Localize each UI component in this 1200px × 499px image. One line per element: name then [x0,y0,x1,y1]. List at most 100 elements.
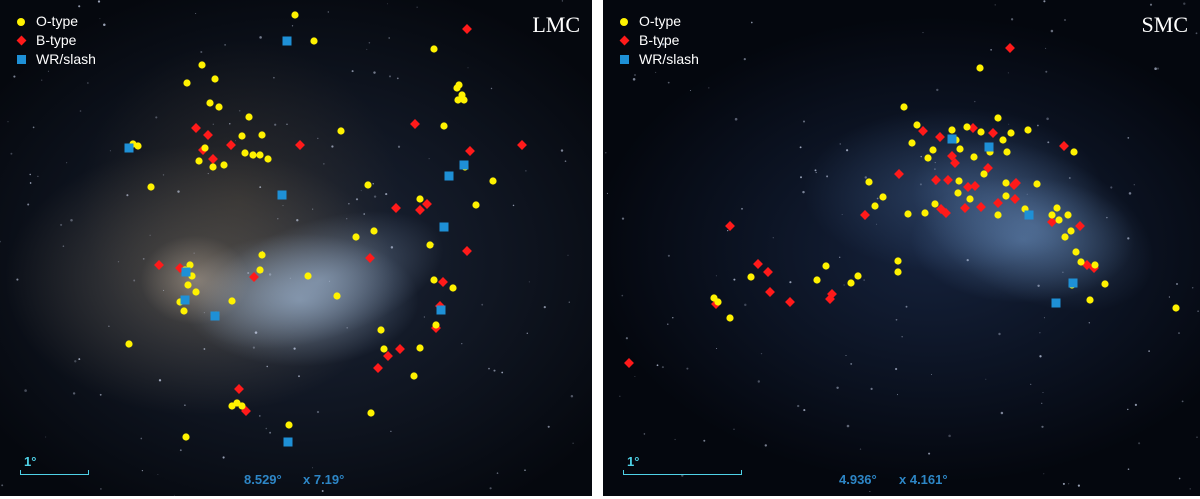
background-star [133,279,136,282]
background-star [100,488,102,490]
smc-scale-label: 1° [627,454,640,469]
background-star [1195,32,1198,35]
background-star [142,257,145,260]
background-star [323,163,325,165]
wr-star-marker [436,305,446,315]
background-star [1168,296,1171,298]
o-type-star-marker [147,183,155,191]
background-star [1000,411,1004,415]
background-star [41,79,43,81]
o-type-star-marker [1007,129,1015,137]
o-type-star-marker [726,314,734,322]
wr-star-marker [181,267,191,277]
background-star [277,217,279,220]
smc-panel: O-type B-type WR/slash SMC 1° 4.936° x 4… [603,0,1200,496]
background-star [845,355,847,356]
background-star [203,312,205,314]
o-type-star-marker [256,266,264,274]
o-type-star-marker [900,103,908,111]
background-star [655,71,657,73]
background-star [316,410,320,414]
background-star [177,190,180,193]
background-star [87,82,89,84]
background-star [268,273,272,276]
background-star [846,424,850,428]
o-type-star-marker [847,279,855,287]
background-star [564,160,567,162]
background-star [841,213,843,216]
background-star [291,25,294,27]
legend-wr-label: WR/slash [639,51,699,67]
wr-star-marker [210,311,220,321]
o-type-star-marker [894,257,902,265]
background-star [1154,67,1157,70]
background-star [920,155,922,158]
background-star [266,365,268,368]
o-type-star-marker [432,321,440,329]
wr-marker-icon [16,55,26,64]
background-star [797,404,800,408]
legend-b-type: B-type [12,31,96,50]
background-star [994,4,996,6]
background-star [715,275,717,277]
background-star [839,256,841,258]
background-star [490,87,493,90]
o-type-star-marker [258,251,266,259]
background-star [212,123,214,125]
background-star [895,318,898,321]
background-star [1149,3,1153,6]
background-star [1156,67,1160,70]
o-type-star-marker [948,126,956,134]
background-star [203,348,206,350]
legend-b-type-label: B-type [36,32,77,48]
background-star [117,261,120,263]
background-star [1043,0,1046,3]
o-type-star-marker [999,136,1007,144]
o-type-star-marker [337,127,345,135]
background-star [265,427,268,430]
background-star [496,472,499,474]
background-star [667,81,670,84]
background-star [126,194,129,197]
background-star [656,364,659,367]
background-star [70,219,73,222]
o-type-star-marker [871,202,879,210]
background-star [1039,332,1041,334]
background-star [876,197,879,200]
background-star [1043,317,1045,319]
background-star [141,469,144,472]
background-star [905,305,908,308]
b-type-star-marker [827,289,837,299]
b-type-star-marker [947,151,957,161]
lmc-panel: O-type B-type WR/slash LMC 1° 8.529° x 7… [0,0,592,496]
background-star [1127,137,1130,139]
o-type-star-marker [894,268,902,276]
background-star [1010,18,1014,21]
b-type-star-marker [918,126,928,136]
smc-field-size-height: x 4.161° [899,472,948,487]
background-star [543,305,546,309]
background-star [998,332,1001,336]
background-star [876,223,878,225]
background-star [0,240,1,243]
background-star [193,252,195,254]
o-type-star-marker [291,11,299,19]
lmc-field-size-width: 8.529° [244,472,282,487]
b-type-star-marker [950,158,960,168]
background-star [524,469,526,471]
wr-star-marker [947,134,957,144]
background-star [270,478,273,481]
background-star [247,272,250,274]
background-star [481,303,484,306]
background-star [162,174,165,176]
o-type-star-marker [238,132,246,140]
background-star [934,162,936,164]
lmc-field-size-height: x 7.19° [303,472,345,487]
o-type-star-marker [134,142,142,150]
o-type-star-marker [1024,126,1032,134]
background-star [1037,124,1039,127]
background-star [269,431,272,434]
o-type-star-marker [370,227,378,235]
background-star [1037,284,1040,287]
o-type-star-marker [1002,192,1010,200]
